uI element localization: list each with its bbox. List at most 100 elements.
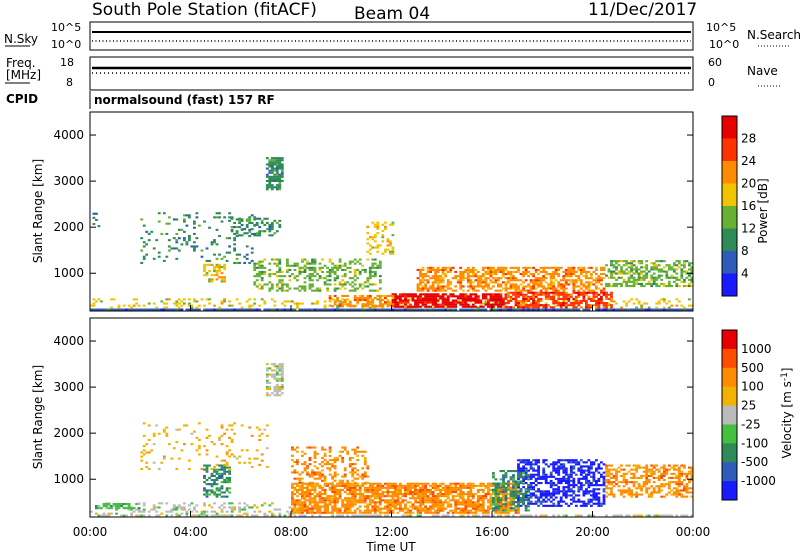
velocity-cell-2147 [655, 464, 659, 467]
power-cell-428 [524, 302, 528, 305]
power-cell-2022 [311, 262, 314, 265]
velocity-cell-1666 [572, 492, 576, 495]
velocity-cell-594 [389, 509, 392, 512]
velocity-cell-1060 [492, 493, 495, 496]
velocity-cell-1365 [363, 450, 367, 453]
power-cell-44 [205, 308, 209, 311]
velocity-cell-302 [323, 509, 327, 512]
power-cell-888 [524, 293, 528, 296]
power-cell-1351 [507, 270, 510, 273]
velocity-cell-1015 [481, 509, 485, 512]
velocity-cell-1976 [605, 491, 608, 494]
velocity-cell-1519 [544, 494, 548, 497]
power-cell-1339 [504, 285, 508, 288]
power-cell-1792 [662, 282, 666, 285]
velocity-cell-956 [466, 493, 470, 496]
power-cell-593 [429, 293, 433, 296]
velocity-cell-1756 [590, 494, 593, 497]
power-cell-1571 [582, 266, 586, 269]
power-cell-1654 [615, 266, 618, 269]
power-cell-1460 [544, 266, 548, 269]
power-cell-2057 [326, 270, 330, 273]
power-cell-2195 [265, 167, 269, 170]
velocity-cell-327 [328, 499, 332, 502]
velocity-cell-105 [522, 514, 525, 517]
power-cell-1051 [597, 293, 601, 296]
power-cell-9 [112, 308, 116, 311]
velocity-cell-130 [632, 514, 636, 517]
velocity-cell-2320 [218, 487, 221, 490]
velocity-cell-312 [323, 484, 327, 487]
velocity-cell-1742 [587, 490, 591, 493]
velocity-cell-1714 [582, 500, 586, 503]
power-cell-544 [409, 303, 412, 306]
power-cell-1645 [612, 270, 616, 273]
power-cell-1222 [466, 285, 470, 288]
velocity-cell-1542 [549, 486, 553, 489]
power-cell-1789 [660, 268, 664, 271]
power-cell-31 [167, 308, 171, 311]
power-cell-1578 [585, 270, 588, 273]
power-cell-2201 [268, 179, 272, 182]
velocity-cell-1765 [590, 461, 593, 464]
velocity-cell-376 [338, 491, 342, 494]
power-cell-92 [331, 308, 335, 311]
power-cell-1317 [497, 283, 500, 286]
velocity-cell-2299 [210, 472, 214, 475]
velocity-cell-1606 [562, 500, 566, 503]
power-cell-1712 [635, 282, 639, 285]
power-cell-1355 [509, 279, 513, 282]
velocity-cell-1438 [529, 496, 533, 499]
power-cell-2494 [230, 216, 234, 219]
velocity-cell-745 [421, 501, 425, 504]
velocity-cell-2027 [620, 491, 623, 494]
velocity-cell-484 [363, 497, 367, 500]
power-cell-1205 [459, 279, 463, 282]
power-cell-1445 [539, 266, 543, 269]
power-cell-2435 [183, 214, 186, 217]
power-cell-1748 [645, 264, 649, 267]
power-cell-2159 [368, 270, 372, 273]
power-cell-1259 [476, 277, 480, 280]
power-cell-1338 [504, 287, 508, 290]
power-cell-573 [421, 297, 425, 300]
power-cell-1055 [600, 295, 603, 298]
power-cell-2488 [228, 251, 232, 254]
velocity-cell-1035 [487, 509, 490, 512]
velocity-cell-1302 [341, 481, 345, 484]
velocity-cell-1207 [301, 450, 304, 453]
power-cell-266 [177, 306, 181, 309]
power-cell-1249 [474, 285, 478, 288]
velocity-cell-936 [461, 484, 465, 487]
power-cell-2543 [371, 236, 375, 239]
velocity-cell-665 [404, 503, 407, 506]
power-cell-401 [476, 306, 480, 309]
power-cell-1669 [620, 266, 623, 269]
power-cell-1646 [612, 266, 616, 269]
power-cell-272 [183, 298, 186, 301]
power-cell-88 [321, 308, 324, 311]
velocity-cell-1530 [547, 498, 551, 501]
velocity-cell-997 [476, 501, 480, 504]
power-cell-2104 [343, 268, 347, 271]
velocity-cell-1971 [527, 488, 531, 491]
power-cell-303 [248, 298, 252, 301]
velocity-cell-999 [476, 497, 480, 500]
velocity-cell-924 [459, 482, 463, 485]
power-cell-1601 [595, 279, 598, 282]
velocity-cell-1147 [509, 482, 513, 485]
power-cell-1026 [587, 297, 591, 300]
velocity-cell-538 [376, 507, 380, 510]
power-cell-2100 [343, 283, 347, 286]
velocity-cell-1215 [306, 467, 309, 470]
power-cell-1656 [615, 260, 618, 263]
power-cell-13 [122, 308, 126, 311]
velocity-cell-776 [426, 491, 430, 494]
power-cell-2546 [373, 240, 377, 243]
power-cell-979 [564, 295, 568, 298]
power-cell-1766 [652, 268, 656, 271]
velocity-cell-2145 [655, 476, 659, 479]
velocity-cell-2321 [218, 476, 221, 479]
velocity-cell-174 [296, 509, 299, 512]
power-cell-1186 [449, 281, 453, 284]
